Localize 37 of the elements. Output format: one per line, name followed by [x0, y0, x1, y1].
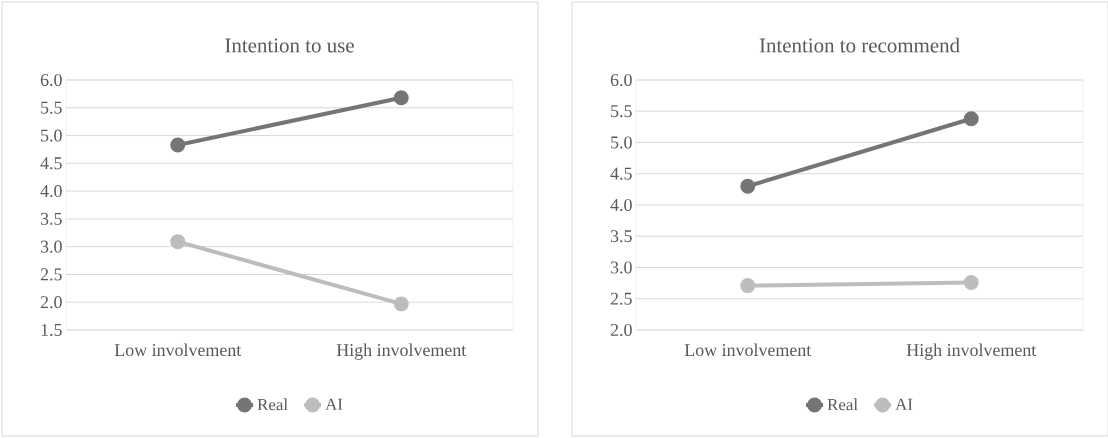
- point: [393, 296, 409, 312]
- point: [963, 274, 979, 290]
- y-tick-label: 5.0: [611, 136, 632, 149]
- legend-label: Real: [827, 398, 858, 411]
- y-tick-label: 3.5: [610, 230, 632, 243]
- point: [963, 111, 979, 127]
- y-tick-label: 4.0: [610, 198, 632, 212]
- y-tick-label: 4.5: [40, 157, 62, 170]
- point: [740, 278, 756, 294]
- y-tick-label: 3.0: [610, 261, 632, 274]
- y-tick-label: 1.5: [41, 323, 62, 337]
- x-tick-label: Low involvement: [684, 343, 812, 357]
- y-tick-label: 2.5: [610, 292, 632, 305]
- point: [170, 234, 186, 250]
- y-tick-label: 6.0: [610, 73, 632, 87]
- y-tick-label: 6.0: [40, 73, 62, 87]
- legend-label: Real: [257, 398, 288, 411]
- x-tick-label: High involvement: [906, 343, 1037, 360]
- legend-label: AI: [325, 398, 343, 410]
- point: [740, 178, 756, 194]
- x-tick-label: Low involvement: [114, 343, 242, 357]
- y-tick-label: 2.0: [610, 323, 632, 337]
- chart-title: Intention to recommend: [759, 37, 960, 53]
- y-tick-label: 4.5: [610, 167, 632, 180]
- chart-title: Intention to use: [225, 38, 354, 53]
- point: [393, 90, 409, 106]
- y-tick-label: 4.0: [40, 185, 62, 198]
- y-tick-label: 2.5: [40, 268, 62, 281]
- y-tick-label: 3.5: [40, 212, 62, 225]
- y-tick-label: 5.0: [41, 129, 62, 142]
- y-tick-label: 5.5: [41, 101, 62, 114]
- y-tick-label: 2.0: [40, 296, 62, 309]
- legend-label: AI: [895, 398, 913, 410]
- x-tick-label: High involvement: [336, 343, 467, 360]
- y-tick-label: 5.5: [611, 105, 632, 118]
- point: [170, 137, 186, 153]
- y-tick-label: 3.0: [40, 240, 62, 253]
